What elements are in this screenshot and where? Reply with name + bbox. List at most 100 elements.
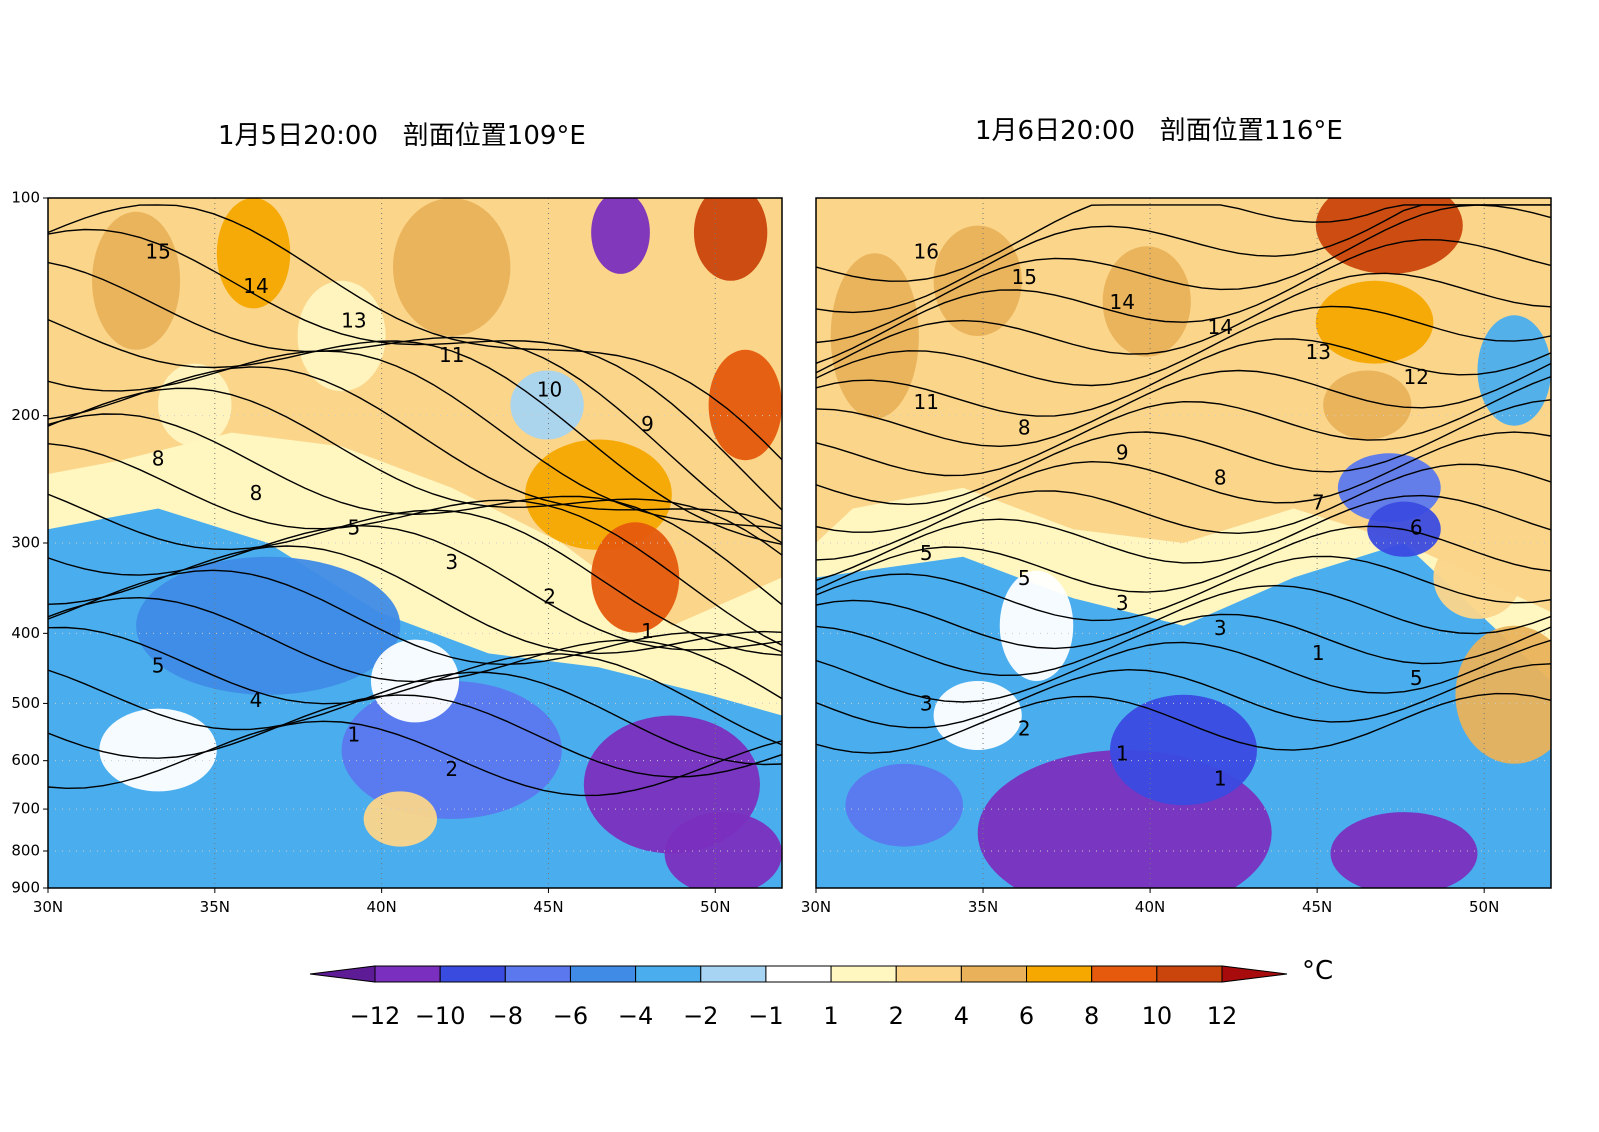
contour-label: 1 [641,619,654,643]
colorbar-cell [1026,965,1093,983]
colorbar-tick-label: 2 [889,1002,904,1030]
colorbar-cell [830,965,897,983]
colorbar-cell [895,965,962,983]
colorbar-tick-label: −1 [748,1002,783,1030]
colorbar-cell [504,965,571,983]
x-tick-label: 30N [801,898,831,916]
colorbar-tick-label: −2 [683,1002,718,1030]
colorbar-tick-label: 12 [1207,1002,1238,1030]
x-tick-label: 45N [1302,898,1332,916]
x-tick-label: 40N [366,898,396,916]
right-panel-title: 1月6日20:00 剖面位置116°E [975,116,1343,146]
y-tick-label: 100 [11,189,40,207]
colorbar-tick-label: −12 [350,1002,401,1030]
colorbar-cell [1156,965,1223,983]
colorbar-tick-label: 8 [1084,1002,1099,1030]
colorbar-cell [569,965,637,983]
contour-label: 1 [1312,641,1325,665]
x-tick-label: 45N [533,898,563,916]
colorbar-cell [374,965,441,983]
colorbar-tick-label: 6 [1019,1002,1034,1030]
contour-label: 3 [445,550,458,574]
x-tick-label: 50N [1469,898,1499,916]
contour-label: 5 [152,654,165,678]
contour-label: 10 [537,378,562,402]
colorbar-tick-label: −8 [488,1002,523,1030]
contour-label: 11 [439,343,464,367]
contour-label: 2 [1018,716,1031,740]
colorbar-cell [439,965,506,983]
colorbar-cell [635,965,702,983]
contour-label: 14 [1110,290,1135,314]
contour-label: 1 [347,723,360,747]
contour-label: 11 [914,390,939,414]
contour-label: 14 [243,274,268,298]
contour-label: 16 [914,240,939,264]
colorbar-cell [1091,965,1158,983]
contour-label: 5 [347,516,360,540]
contour-label: 7 [1312,491,1325,515]
colorbar-cell [700,965,767,983]
left-panel-title: 1月5日20:00 剖面位置109°E [218,121,586,151]
colorbar-tick-label: 10 [1142,1002,1173,1030]
contour-label: 3 [1214,616,1227,640]
contour-lines [48,204,782,797]
contour-label: 13 [341,309,366,333]
contour-label: 3 [920,691,933,715]
colorbar-min-arrow [309,965,376,983]
x-tick-label: 35N [200,898,230,916]
x-tick-label: 35N [968,898,998,916]
contour-label: 9 [641,412,654,436]
contour-label: 8 [1214,466,1227,490]
contour-label: 12 [1404,365,1429,389]
colorbar-cell [960,965,1028,983]
y-tick-label: 400 [11,624,40,642]
contour-label: 1 [1116,742,1129,766]
colorbar-tick-label: 1 [823,1002,838,1030]
colorbar: −12 −10 −8 −6 −4 −2 −1 1 2 4 6 8 10 12 [309,965,1288,1030]
contour-label: 9 [1116,440,1129,464]
contour-label: 13 [1306,340,1331,364]
contour-label: 8 [152,447,165,471]
y-tick-label: 700 [11,800,40,818]
x-tick-label: 30N [33,898,63,916]
colorbar-unit: °C [1302,956,1334,986]
y-tick-label: 200 [11,406,40,424]
contour-label: 14 [1208,315,1233,339]
plot-frame [815,197,1552,889]
anomaly-field [48,198,782,888]
contour-lines [816,204,1551,754]
colorbar-tick-label: −6 [553,1002,588,1030]
y-tick-label: 800 [11,842,40,860]
colorbar-tick-label: −4 [618,1002,653,1030]
y-tick-label: 500 [11,694,40,712]
contour-label: 8 [250,481,263,505]
grid [816,198,1551,888]
x-tick-labels: 30N 35N 40N 45N 50N [801,888,1499,916]
x-tick-labels: 30N 35N 40N 45N 50N [33,888,730,916]
contour-label: 5 [920,541,933,565]
x-tick-label: 50N [700,898,730,916]
colorbar-cell [765,965,832,983]
anomaly-field [816,198,1551,888]
contour-label: 15 [145,240,170,264]
contour-label: 3 [1116,591,1129,615]
colorbar-max-arrow [1221,965,1288,983]
colorbar-tick-label: −10 [415,1002,466,1030]
contour-label: 8 [1018,415,1031,439]
contour-label: 4 [250,688,263,712]
contour-label: 15 [1012,265,1037,289]
y-tick-label: 600 [11,751,40,769]
contour-label: 5 [1410,666,1423,690]
contour-label: 2 [445,757,458,781]
y-tick-label: 300 [11,534,40,552]
x-tick-label: 40N [1135,898,1165,916]
contour-label: 1 [1214,767,1227,791]
y-tick-labels: 100 200 300 400 500 600 700 800 900 [11,189,48,897]
contour-label: 5 [1018,566,1031,590]
